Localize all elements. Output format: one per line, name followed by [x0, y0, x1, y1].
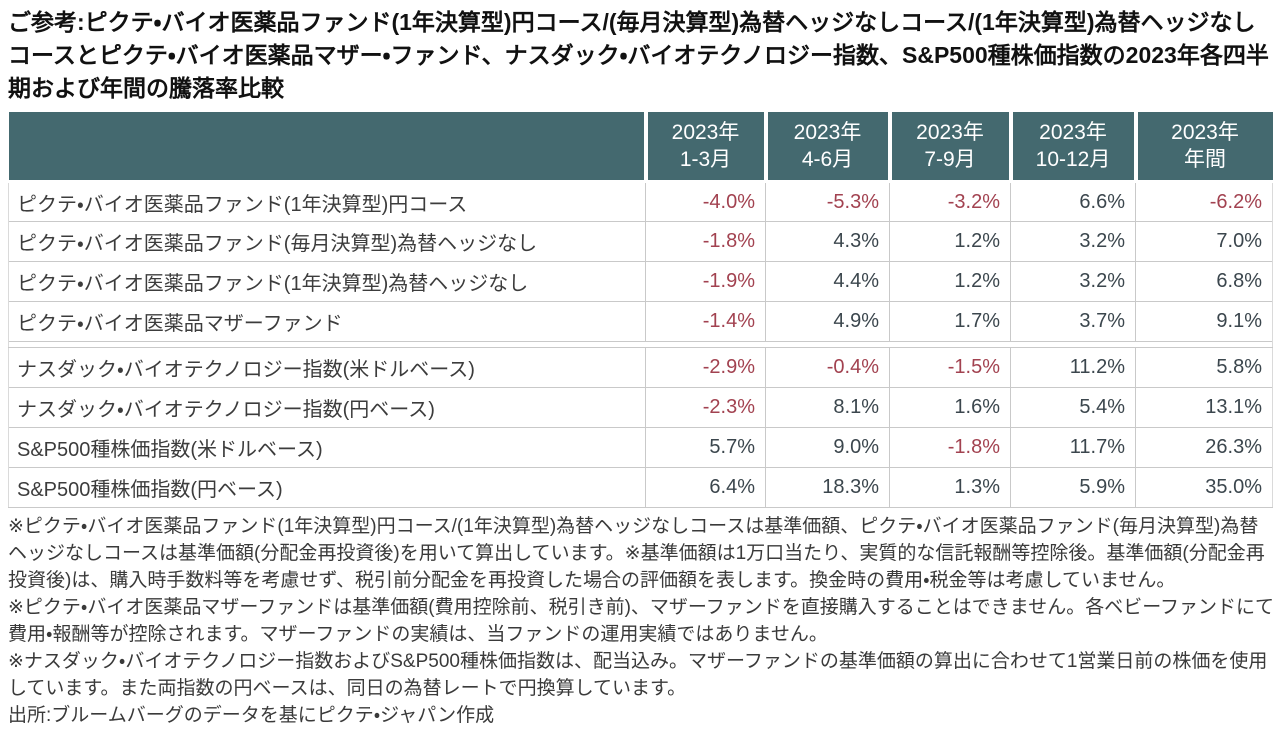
footnote-2: ※ピクテ・バイオ医薬品マザーファンドは基準価額(費用控除前、税引き前)、マザーフ…: [8, 597, 1275, 646]
row-label: ピクテ・バイオ医薬品ファンド(毎月決算型)為替ヘッジなし: [8, 221, 646, 262]
return-value: 5.4%: [1010, 387, 1136, 428]
return-value: -1.4%: [645, 301, 766, 342]
column-header-q2: 2023年 4-6月: [763, 112, 890, 184]
page-title: ご参考:ピクテ・バイオ医薬品ファンド(1年決算型)円コース/(毎月決算型)為替ヘ…: [8, 9, 1269, 102]
section-divider: [8, 341, 1273, 349]
return-value: 1.7%: [889, 301, 1011, 342]
return-value: -3.2%: [889, 181, 1011, 222]
table-row: ピクテ・バイオ医薬品マザーファンド -1.4% 4.9% 1.7% 3.7% 9.1%: [8, 301, 1273, 342]
table-row: ピクテ・バイオ医薬品ファンド(毎月決算型)為替ヘッジなし -1.8% 4.3% 1.2…: [8, 221, 1273, 262]
return-value: 26.3%: [1135, 427, 1273, 468]
table-row: S&P500種株価指数(米ドルベース) 5.7% 9.0% -1.8% 11.7% 26.…: [8, 427, 1273, 468]
row-label: ナスダック・バイオテクノロジー指数(円ベース): [8, 387, 646, 428]
return-value: 3.7%: [1010, 301, 1136, 342]
return-value: 1.2%: [889, 261, 1011, 302]
return-value: -0.4%: [765, 347, 890, 388]
return-value: 6.4%: [645, 467, 766, 509]
return-value: 13.1%: [1135, 387, 1273, 428]
return-value: 5.7%: [645, 427, 766, 468]
return-value: 35.0%: [1135, 467, 1273, 509]
row-label: ナスダック・バイオテクノロジー指数(米ドルベース): [8, 347, 646, 388]
return-value: 3.2%: [1010, 221, 1136, 262]
return-value: -2.3%: [645, 387, 766, 428]
return-value: 6.8%: [1135, 261, 1273, 302]
row-label: S&P500種株価指数(円ベース): [8, 467, 646, 509]
row-label: S&P500種株価指数(米ドルベース): [8, 427, 646, 468]
return-value: 4.9%: [765, 301, 890, 342]
return-value: -5.3%: [765, 181, 890, 222]
return-value: 8.1%: [765, 387, 890, 428]
return-value: 1.2%: [889, 221, 1011, 262]
row-label: ピクテ・バイオ医薬品ファンド(1年決算型)円コース: [8, 181, 646, 222]
table-header-row: 2023年 1-3月 2023年 4-6月 2023年 7-9月 2023年 1…: [8, 112, 1273, 184]
return-value: -6.2%: [1135, 181, 1273, 222]
row-label: ピクテ・バイオ医薬品マザーファンド: [8, 301, 646, 342]
column-header-q1: 2023年 1-3月: [643, 112, 766, 184]
table-row: ピクテ・バイオ医薬品ファンド(1年決算型)円コース -4.0% -5.3% -3.2%…: [8, 181, 1273, 222]
row-label: ピクテ・バイオ医薬品ファンド(1年決算型)為替ヘッジなし: [8, 261, 646, 302]
footnotes: ※ピクテ・バイオ医薬品ファンド(1年決算型)円コース/(1年決算型)為替ヘッジな…: [8, 514, 1276, 730]
return-value: -4.0%: [645, 181, 766, 222]
table-row: ナスダック・バイオテクノロジー指数(円ベース) -2.3% 8.1% 1.6% 5.4%…: [8, 387, 1273, 428]
row-label-header: [8, 112, 646, 184]
returns-comparison-table: 2023年 1-3月 2023年 4-6月 2023年 7-9月 2023年 1…: [8, 112, 1273, 509]
table-body: ピクテ・バイオ医薬品ファンド(1年決算型)円コース -4.0% -5.3% -3.2%…: [8, 181, 1273, 509]
table-row: S&P500種株価指数(円ベース) 6.4% 18.3% 1.3% 5.9% 35.0%: [8, 467, 1273, 509]
return-value: -2.9%: [645, 347, 766, 388]
column-header-q3: 2023年 7-9月: [887, 112, 1011, 184]
footnote-1: ※ピクテ・バイオ医薬品ファンド(1年決算型)円コース/(1年決算型)為替ヘッジな…: [8, 516, 1265, 592]
return-value: -1.5%: [889, 347, 1011, 388]
return-value: -1.8%: [889, 427, 1011, 468]
section-divider-cell: [8, 341, 1273, 349]
return-value: 18.3%: [765, 467, 890, 509]
return-value: 1.6%: [889, 387, 1011, 428]
source-attribution: 出所:ブルームバーグのデータを基にピクテ・ジャパン作成: [8, 705, 495, 727]
return-value: -1.9%: [645, 261, 766, 302]
column-header-year: 2023年 年間: [1133, 112, 1273, 184]
return-value: 5.8%: [1135, 347, 1273, 388]
return-value: 3.2%: [1010, 261, 1136, 302]
table-row: ピクテ・バイオ医薬品ファンド(1年決算型)為替ヘッジなし -1.9% 4.4% 1.2…: [8, 261, 1273, 302]
return-value: 9.0%: [765, 427, 890, 468]
return-value: 5.9%: [1010, 467, 1136, 509]
return-value: 6.6%: [1010, 181, 1136, 222]
return-value: 9.1%: [1135, 301, 1273, 342]
column-header-q4: 2023年 10-12月: [1008, 112, 1136, 184]
return-value: 1.3%: [889, 467, 1011, 509]
return-value: 4.3%: [765, 221, 890, 262]
return-value: -1.8%: [645, 221, 766, 262]
return-value: 11.7%: [1010, 427, 1136, 468]
return-value: 7.0%: [1135, 221, 1273, 262]
footnote-3: ※ナスダック・バイオテクノロジー指数およびS&P500種株価指数は、配当込み。マ…: [8, 651, 1268, 700]
table-row: ナスダック・バイオテクノロジー指数(米ドルベース) -2.9% -0.4% -1.5%…: [8, 347, 1273, 388]
return-value: 11.2%: [1010, 347, 1136, 388]
return-value: 4.4%: [765, 261, 890, 302]
